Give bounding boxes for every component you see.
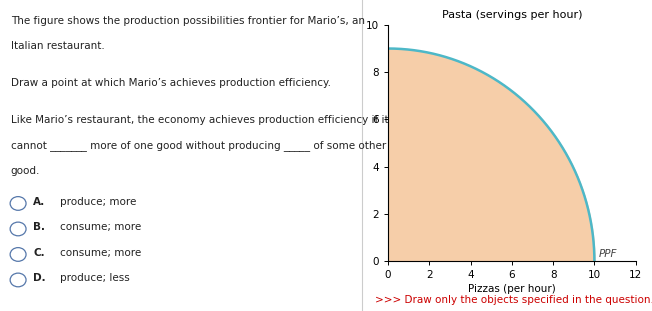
Text: produce; more: produce; more: [60, 197, 136, 207]
Text: >>> Draw only the objects specified in the question.: >>> Draw only the objects specified in t…: [375, 295, 652, 305]
Text: consume; more: consume; more: [60, 222, 141, 232]
Text: Italian restaurant.: Italian restaurant.: [11, 41, 104, 51]
Text: B.: B.: [33, 222, 45, 232]
Text: D.: D.: [33, 273, 46, 283]
Text: consume; more: consume; more: [60, 248, 141, 258]
Title: Pasta (servings per hour): Pasta (servings per hour): [441, 10, 582, 20]
Text: Draw a point at which Mario’s achieves production efficiency.: Draw a point at which Mario’s achieves p…: [11, 78, 331, 88]
Text: cannot _______ more of one good without producing _____ of some other: cannot _______ more of one good without …: [11, 141, 386, 151]
Text: A.: A.: [33, 197, 46, 207]
Text: C.: C.: [33, 248, 45, 258]
Text: Like Mario’s restaurant, the economy achieves production efficiency if it: Like Mario’s restaurant, the economy ach…: [11, 115, 389, 125]
Text: The figure shows the production possibilities frontier for Mario’s, an: The figure shows the production possibil…: [11, 16, 365, 26]
Text: good.: good.: [11, 166, 40, 176]
Text: produce; less: produce; less: [60, 273, 130, 283]
Text: PPF: PPF: [599, 249, 617, 259]
X-axis label: Pizzas (per hour): Pizzas (per hour): [468, 285, 556, 295]
